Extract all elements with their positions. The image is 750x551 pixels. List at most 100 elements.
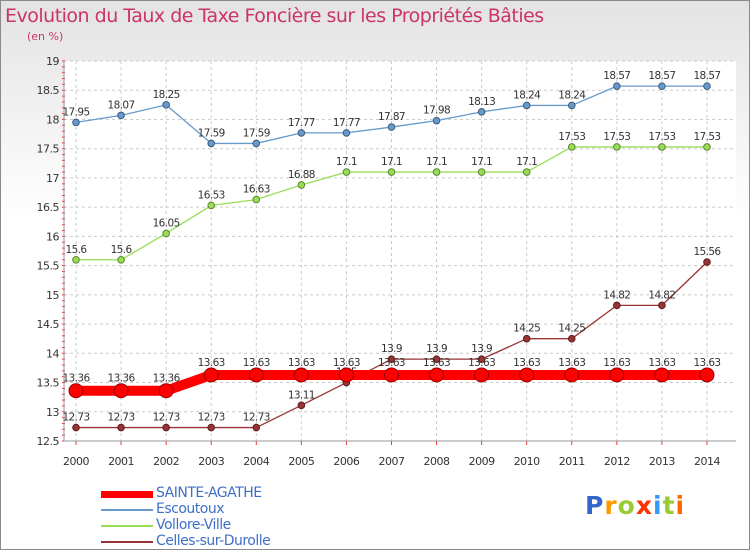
data-point <box>658 82 666 90</box>
data-point <box>68 383 84 399</box>
y-tick-label: 13.5 <box>37 377 60 390</box>
data-point <box>342 168 351 176</box>
x-tick-label: 2014 <box>694 455 720 468</box>
data-point <box>252 139 261 148</box>
data-point <box>252 195 261 204</box>
y-tick-label: 16.5 <box>37 201 60 214</box>
data-label: 13.36 <box>62 373 90 385</box>
data-point <box>613 143 621 151</box>
data-point <box>203 367 219 383</box>
y-tick-label: 13 <box>46 406 59 419</box>
data-label: 17.77 <box>333 117 360 129</box>
data-point <box>658 143 666 151</box>
y-tick-label: 12.5 <box>37 435 60 448</box>
data-label: 18.13 <box>468 96 495 108</box>
data-label: 13.9 <box>471 343 492 355</box>
data-label: 13.63 <box>243 357 270 369</box>
x-tick-label: 2008 <box>424 455 450 468</box>
legend-swatch <box>101 491 153 498</box>
data-label: 16.88 <box>288 169 315 181</box>
series-sainte-agathe: 13.36 13.36 13.36 13.63 13.63 13.63 13.63 13.63… <box>62 357 721 399</box>
data-point <box>117 423 125 432</box>
data-label: 17.95 <box>62 106 89 118</box>
data-label: 17.87 <box>378 111 405 123</box>
data-point <box>72 255 80 264</box>
data-label: 13.9 <box>381 343 402 355</box>
legend-label: Vollore-Ville <box>156 517 231 533</box>
y-tick-label: 17.5 <box>37 143 60 156</box>
data-label: 13.63 <box>423 357 450 369</box>
data-label: 13.63 <box>603 357 630 369</box>
x-tick-label: 2013 <box>649 455 675 468</box>
y-tick-label: 15 <box>46 289 59 302</box>
chart-title: Evolution du Taux de Taxe Foncière sur l… <box>5 5 544 27</box>
data-label: 12.73 <box>153 412 180 424</box>
data-label: 18.07 <box>108 99 135 111</box>
data-point <box>429 367 445 383</box>
data-point <box>613 301 621 310</box>
data-label: 13.9 <box>426 343 447 355</box>
legend-label: Celles-sur-Durolle <box>156 533 271 549</box>
data-point <box>477 355 486 363</box>
series-vollore-ville: 15.6 15.6 16.05 16.53 16.63 16.88 17.1 17.1 17.1… <box>66 131 721 264</box>
data-point <box>117 111 125 120</box>
data-point <box>654 367 670 383</box>
x-tick-label: 2011 <box>559 455 585 468</box>
data-label: 16.05 <box>153 217 180 229</box>
data-label: 17.53 <box>558 131 585 143</box>
data-label: 17.1 <box>426 156 447 168</box>
data-point <box>297 181 306 189</box>
x-tick-label: 2009 <box>469 455 495 468</box>
data-point <box>297 401 306 410</box>
y-tick-label: 14 <box>46 347 59 360</box>
data-label: 13.63 <box>468 357 495 369</box>
data-label: 15.6 <box>66 244 88 256</box>
data-label: 18.57 <box>603 70 630 82</box>
x-tick-label: 2004 <box>243 455 269 468</box>
data-label: 12.73 <box>198 412 225 424</box>
x-tick-label: 2006 <box>333 455 359 468</box>
data-label: 14.82 <box>603 289 630 301</box>
data-point <box>658 301 666 310</box>
data-label: 18.24 <box>558 89 586 101</box>
data-label: 17.98 <box>423 105 450 117</box>
logo-letter: r <box>604 491 618 520</box>
data-label: 17.1 <box>471 156 492 168</box>
data-label: 17.59 <box>198 127 225 139</box>
proxiti-logo: Proxiti <box>585 491 685 520</box>
logo-letter: i <box>653 491 663 520</box>
data-point <box>613 82 621 90</box>
data-label: 14.25 <box>513 323 540 335</box>
data-point <box>338 367 354 383</box>
data-point <box>519 367 535 383</box>
data-point <box>248 367 264 383</box>
x-tick-label: 2002 <box>153 455 179 468</box>
y-axis-unit: (en %) <box>27 30 64 43</box>
y-tick-label: 17 <box>46 172 59 185</box>
data-label: 17.53 <box>648 131 675 143</box>
data-label: 13.36 <box>153 373 181 385</box>
data-point <box>477 108 486 116</box>
data-point <box>432 116 441 125</box>
data-label: 14.25 <box>558 323 585 335</box>
logo-letter: i <box>675 491 686 520</box>
data-label: 12.73 <box>243 412 270 424</box>
y-tick-label: 16 <box>46 230 59 243</box>
x-tick-label: 2000 <box>63 455 89 468</box>
data-label: 18.57 <box>648 70 675 82</box>
data-label: 13.63 <box>333 357 360 369</box>
data-point <box>477 168 486 176</box>
data-point <box>72 118 80 127</box>
data-label: 13.63 <box>648 357 675 369</box>
data-label: 13.63 <box>198 357 225 369</box>
data-point <box>162 101 170 109</box>
data-point <box>293 367 309 383</box>
data-label: 17.53 <box>693 131 720 143</box>
y-tick-label: 15.5 <box>37 260 60 273</box>
data-label: 13.36 <box>108 373 136 385</box>
data-point <box>207 201 216 210</box>
logo-letter: t <box>662 491 676 520</box>
x-tick-label: 2005 <box>288 455 314 468</box>
x-tick-label: 2007 <box>378 455 404 468</box>
